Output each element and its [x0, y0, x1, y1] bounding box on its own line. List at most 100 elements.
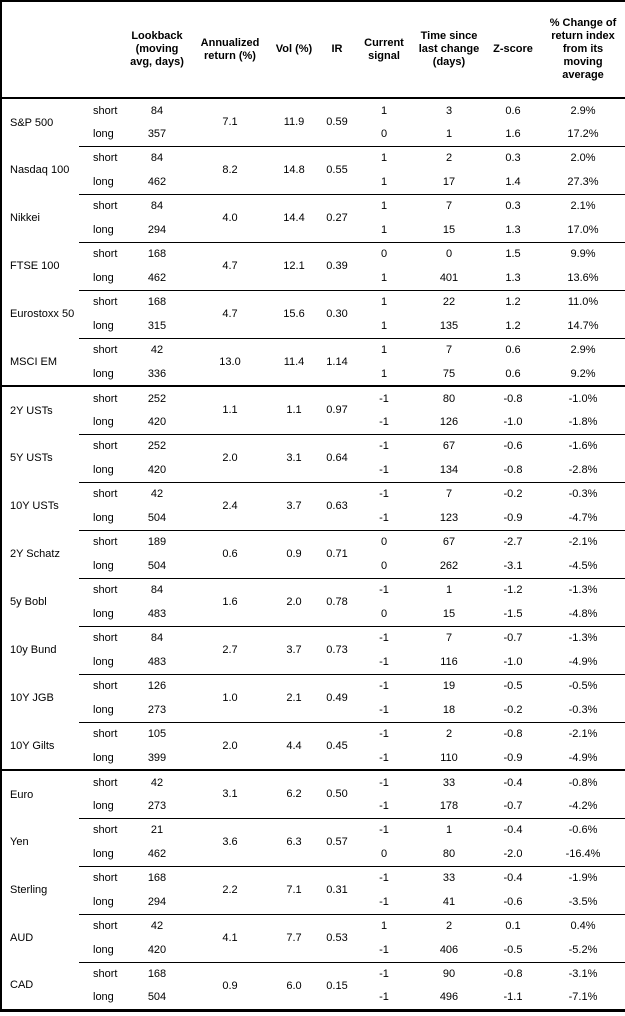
- pct-change-cell: -1.3%: [541, 625, 625, 650]
- time-since-cell: 1: [413, 817, 485, 842]
- z-score-cell: -0.7: [485, 625, 541, 650]
- leg-cell: short: [79, 481, 123, 506]
- asset-name-cell: Sterling: [10, 884, 48, 896]
- table-row-short: 2Y Schatz short 189 0.6 0.9 0.71 0 67 -2.7 -2.1%: [1, 529, 625, 578]
- time-since-cell: 7: [413, 193, 485, 218]
- pct-change-cell: 2.9%: [570, 104, 596, 117]
- header-pct-change: % Change of return index from its moving…: [541, 1, 625, 99]
- current-signal-cell: -1: [355, 481, 413, 506]
- annualized-return-cell: 13.0: [191, 337, 269, 386]
- lookback-cell: 294: [147, 223, 167, 236]
- asset-name-cell: MSCI EM: [10, 355, 58, 368]
- table-row-short: MSCI EM short 42 13.0 11.4 1.14 1 7 0.6 2.9%: [1, 337, 625, 386]
- table-row-short: CAD short 168 0.9 6.0 0.15 -1 90 -0.8 -3.1%: [1, 961, 625, 1010]
- z-score-cell: -1.0: [503, 655, 523, 668]
- asset-name-cell: AUD: [10, 932, 34, 944]
- annualized-return-cell: 1.1: [191, 385, 269, 434]
- z-score-cell: -0.4: [485, 817, 541, 842]
- leg-cell: long: [93, 271, 114, 284]
- time-since-cell: 178: [439, 799, 459, 812]
- pct-change-cell: 11.0%: [541, 289, 625, 314]
- time-since-cell: 401: [439, 271, 459, 284]
- table-row-short: Euro short 42 3.1 6.2 0.50 -1 33 -0.4 -0.8%: [1, 769, 625, 818]
- time-since-cell: 135: [439, 319, 459, 332]
- leg-cell: short: [79, 673, 123, 698]
- leg-cell: long: [93, 463, 114, 476]
- leg-cell: long: [93, 847, 114, 860]
- lookback-cell: 462: [147, 175, 167, 188]
- pct-change-cell: -0.3%: [568, 703, 598, 716]
- z-score-cell: -0.8: [485, 961, 541, 986]
- z-score-cell: -0.9: [503, 751, 523, 764]
- table-row-long: long 483 0 15 -1.5 -4.8%: [1, 602, 625, 626]
- z-score-cell: -0.4: [485, 865, 541, 890]
- table-row-short: AUD short 42 4.1 7.7 0.53 1 2 0.1 0.4%: [1, 913, 625, 962]
- leg-cell: short: [79, 241, 123, 266]
- current-signal-cell: 1: [380, 319, 388, 332]
- lookback-cell: 252: [123, 433, 191, 458]
- pct-change-cell: -2.1%: [541, 721, 625, 746]
- lookback-cell: 84: [123, 193, 191, 218]
- ir-cell: 0.59: [326, 116, 348, 129]
- time-since-cell: 2: [413, 721, 485, 746]
- header-annualized-return: Annualized return (%): [191, 1, 269, 99]
- table-row-short: Yen short 21 3.6 6.3 0.57 -1 1 -0.4 -0.6%: [1, 817, 625, 866]
- annualized-return-cell: 0.9: [191, 961, 269, 1010]
- time-since-cell: 80: [413, 385, 485, 410]
- current-signal-cell: -1: [355, 865, 413, 890]
- leg-cell: long: [93, 751, 114, 764]
- table-row-long: long 462 0 80 -2.0 -16.4%: [1, 842, 625, 866]
- lookback-cell: 420: [147, 415, 167, 428]
- z-score-cell: 1.3: [505, 271, 521, 284]
- asset-name-cell: Nasdaq 100: [10, 164, 70, 176]
- time-since-cell: 33: [413, 865, 485, 890]
- lookback-cell: 42: [123, 769, 191, 794]
- time-since-cell: 15: [442, 223, 456, 236]
- asset-name-cell: CAD: [10, 979, 34, 992]
- leg-cell: short: [79, 577, 123, 602]
- time-since-cell: 1: [413, 577, 485, 602]
- ir-cell: 0.31: [319, 865, 355, 914]
- header-row: Lookback (moving avg, days) Annualized r…: [1, 1, 625, 99]
- table-row-short: S&P 500 short 84 7.1 11.9 0.59 1 3 0.6 2.9%: [1, 98, 625, 129]
- leg-cell: long: [93, 223, 114, 236]
- asset-name-cell: 10Y USTs: [10, 500, 59, 512]
- pct-change-cell: 0.4%: [541, 913, 625, 938]
- table-row-short: Sterling short 168 2.2 7.1 0.31 -1 33 -0.4 -1.9%: [1, 865, 625, 914]
- current-signal-cell: -1: [355, 625, 413, 650]
- current-signal-cell: 1: [380, 104, 388, 117]
- pct-change-cell: -0.3%: [541, 481, 625, 506]
- current-signal-cell: -1: [379, 415, 389, 428]
- current-signal-cell: 0: [355, 529, 413, 554]
- table-row-long: long 504 -1 123 -0.9 -4.7%: [1, 506, 625, 530]
- table-row-long: long 273 -1 178 -0.7 -4.2%: [1, 794, 625, 818]
- ir-cell: 0.53: [319, 913, 355, 962]
- ir-cell: 0.45: [319, 721, 355, 770]
- lookback-cell: 126: [123, 673, 191, 698]
- z-score-cell: -0.7: [503, 799, 523, 812]
- table-row-long: long 336 1 75 0.6 9.2%: [1, 362, 625, 386]
- pct-change-cell: -4.9%: [568, 655, 598, 668]
- lookback-cell: 420: [147, 463, 167, 476]
- table-row-long: long 462 1 401 1.3 13.6%: [1, 266, 625, 290]
- z-score-cell: -1.5: [503, 607, 523, 620]
- time-since-cell: 67: [413, 529, 485, 554]
- leg-cell: short: [79, 865, 123, 890]
- vol-cell: 7.1: [269, 865, 319, 914]
- asset-name-cell: S&P 500: [10, 116, 54, 129]
- vol-cell: 6.2: [269, 769, 319, 818]
- table-row-long: long 462 1 17 1.4 27.3%: [1, 170, 625, 194]
- vol-cell: 14.8: [269, 145, 319, 194]
- z-score-cell: 0.3: [485, 193, 541, 218]
- lookback-cell: 504: [147, 511, 167, 524]
- z-score-cell: 1.4: [505, 175, 521, 188]
- lookback-cell: 189: [123, 529, 191, 554]
- table-row-short: 10Y Gilts short 105 2.0 4.4 0.45 -1 2 -0.8 -2.1%: [1, 721, 625, 770]
- z-score-cell: -0.4: [485, 769, 541, 794]
- annualized-return-cell: 0.6: [191, 529, 269, 578]
- leg-cell: long: [93, 319, 114, 332]
- lookback-cell: 84: [150, 104, 164, 117]
- current-signal-cell: 1: [355, 913, 413, 938]
- pct-change-cell: -1.8%: [568, 415, 598, 428]
- vol-cell: 6.0: [269, 961, 319, 1010]
